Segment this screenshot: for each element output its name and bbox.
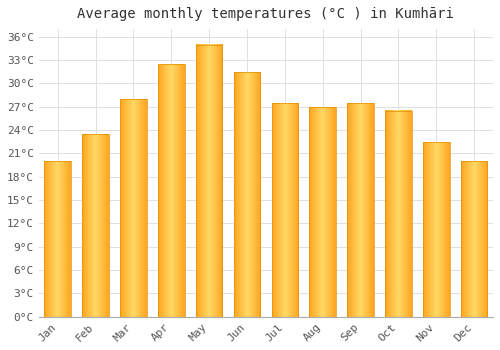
Title: Average monthly temperatures (°C ) in Kumhāri: Average monthly temperatures (°C ) in Ku… [78, 7, 454, 21]
